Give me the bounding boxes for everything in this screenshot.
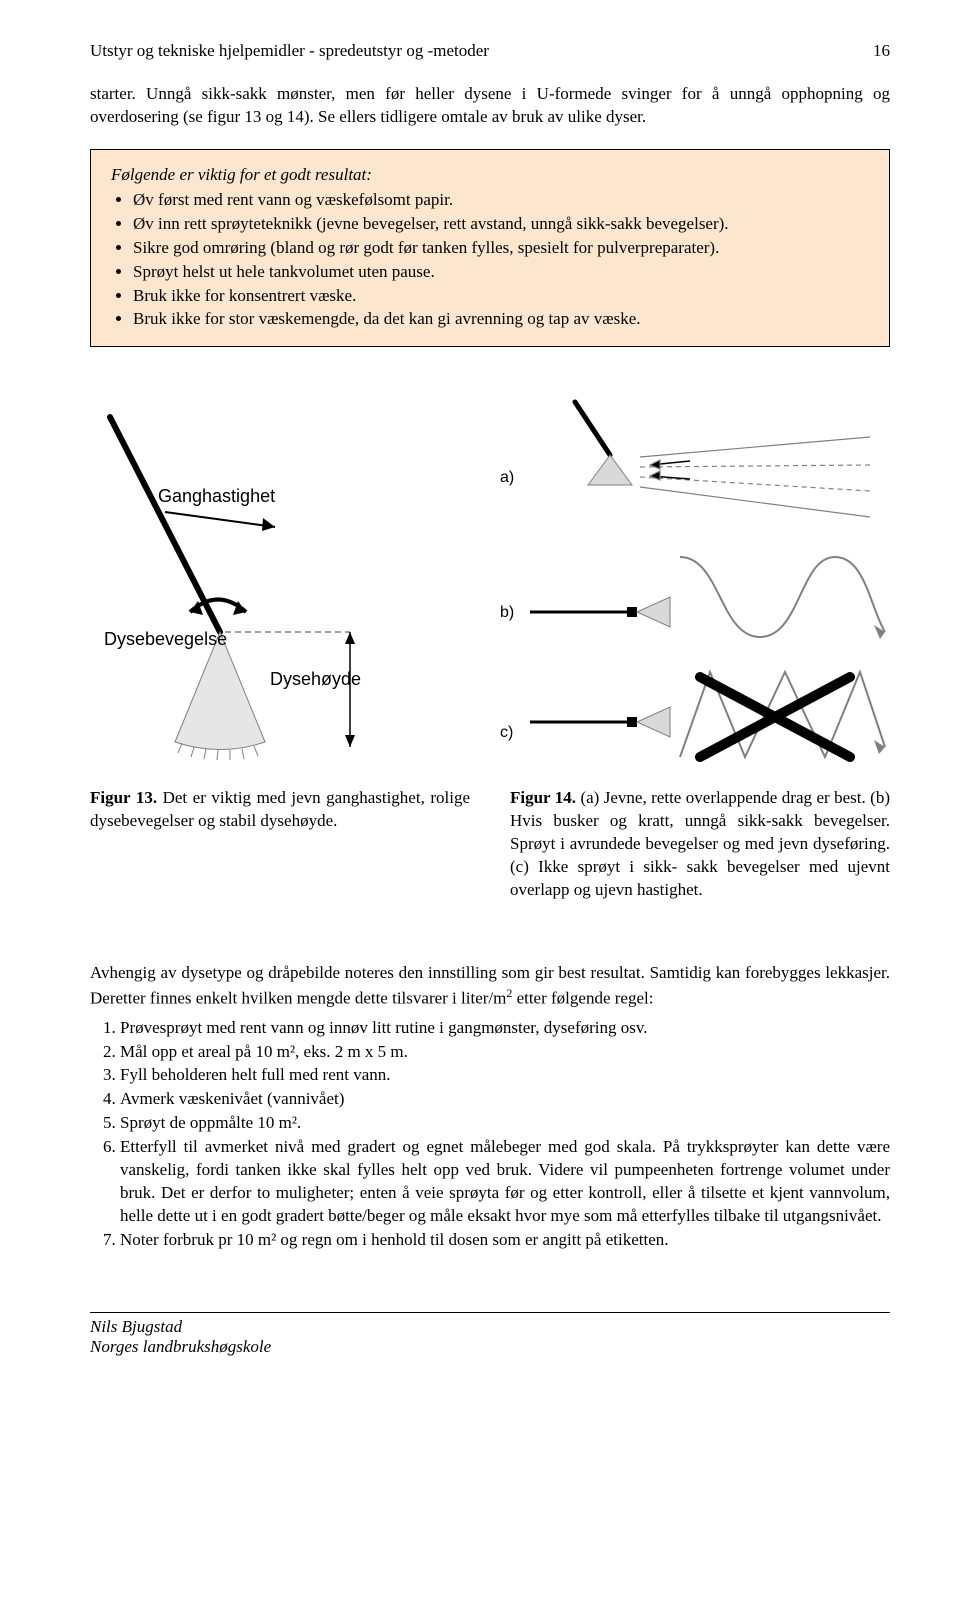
header-title: Utstyr og tekniske hjelpemidler - sprede…: [90, 40, 489, 63]
step-item: Prøvesprøyt med rent vann og innøv litt …: [120, 1017, 890, 1040]
callout-list: Øv først med rent vann og væskefølsomt p…: [111, 189, 871, 332]
step-item: Fyll beholderen helt full med rent vann.: [120, 1064, 890, 1087]
callout-item: Øv inn rett sprøyteteknikk (jevne bevege…: [133, 213, 871, 236]
body-paragraph-2-b: etter følgende regel:: [512, 989, 653, 1008]
callout-title: Følgende er viktig for et godt resultat:: [111, 164, 871, 187]
fig14-label-c: c): [500, 724, 513, 741]
fig14-label-b: b): [500, 604, 514, 621]
figure-14: a) b) c: [490, 387, 890, 767]
fig13-label-height: Dysehøyde: [270, 669, 361, 689]
step-item: Noter forbruk pr 10 m² og regn om i henh…: [120, 1229, 890, 1252]
steps-list: Prøvesprøyt med rent vann og innøv litt …: [90, 1017, 890, 1252]
callout-box: Følgende er viktig for et godt resultat:…: [90, 149, 890, 348]
step-item: Avmerk væskenivået (vannivået): [120, 1088, 890, 1111]
figure-13-caption-bold: Figur 13.: [90, 788, 157, 807]
footer-author: Nils Bjugstad: [90, 1317, 890, 1337]
callout-item: Bruk ikke for stor væskemengde, da det k…: [133, 308, 871, 331]
step-item: Etterfyll til avmerket nivå med gradert …: [120, 1136, 890, 1228]
callout-item: Bruk ikke for konsentrert væske.: [133, 285, 871, 308]
footer-institution: Norges landbrukshøgskole: [90, 1337, 890, 1357]
step-item: Mål opp et areal på 10 m², eks. 2 m x 5 …: [120, 1041, 890, 1064]
page-footer: Nils Bjugstad Norges landbrukshøgskole: [90, 1312, 890, 1358]
figure-13-svg: Ganghastighet Dysebevegelse Dysehøyde: [90, 387, 470, 767]
page-number: 16: [873, 40, 890, 63]
callout-item: Øv først med rent vann og væskefølsomt p…: [133, 189, 871, 212]
step-item: Sprøyt de oppmålte 10 m².: [120, 1112, 890, 1135]
figure-14-caption-bold: Figur 14.: [510, 788, 576, 807]
body-paragraph-2: Avhengig av dysetype og dråpebilde noter…: [90, 962, 890, 1011]
figure-13-caption: Figur 13. Det er viktig med jevn ganghas…: [90, 787, 470, 902]
fig13-label-speed: Ganghastighet: [158, 486, 275, 506]
intro-paragraph: starter. Unngå sikk-sakk mønster, men fø…: [90, 83, 890, 129]
fig14-label-a: a): [500, 469, 514, 486]
callout-item: Sprøyt helst ut hele tankvolumet uten pa…: [133, 261, 871, 284]
callout-item: Sikre god omrøring (bland og rør godt fø…: [133, 237, 871, 260]
body-paragraph-2-a: Avhengig av dysetype og dråpebilde noter…: [90, 963, 890, 1008]
figure-14-caption: Figur 14. (a) Jevne, rette overlappende …: [510, 787, 890, 902]
figure-14-svg: a) b) c: [490, 387, 890, 767]
figure-13: Ganghastighet Dysebevegelse Dysehøyde: [90, 387, 470, 767]
fig13-label-nozzlemove: Dysebevegelse: [104, 629, 227, 649]
